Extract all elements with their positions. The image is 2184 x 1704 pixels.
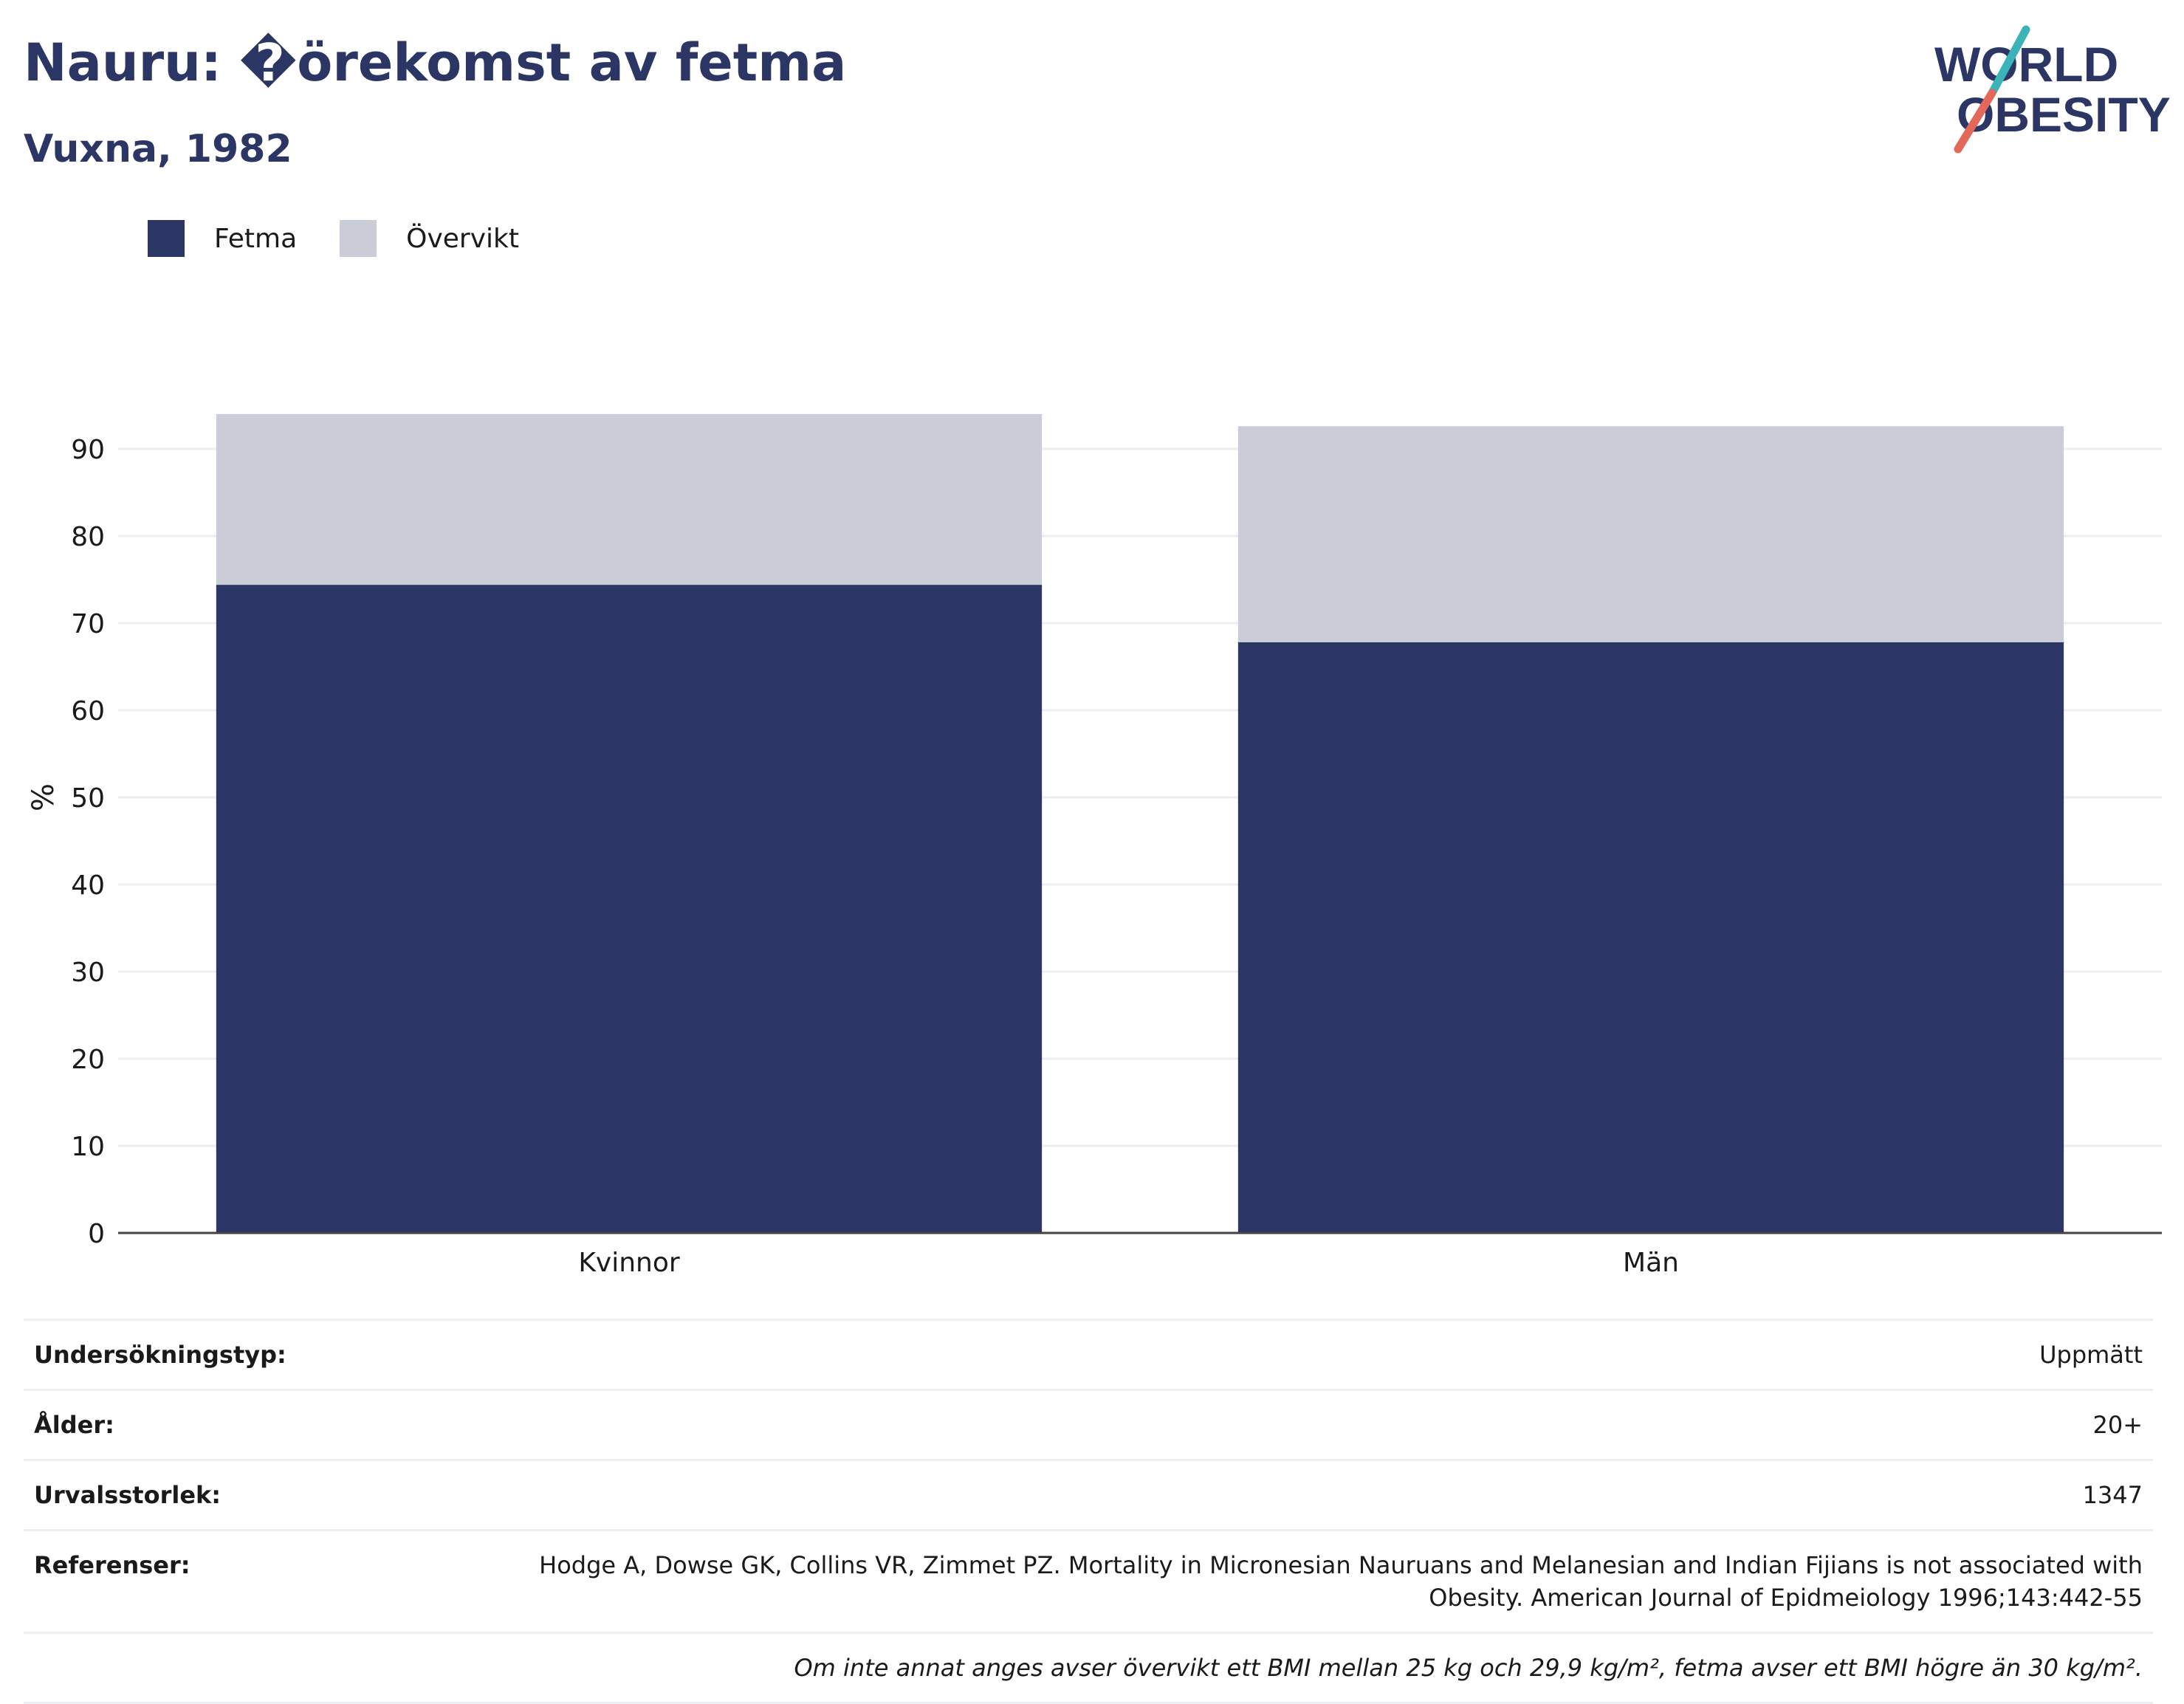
- y-tick-label: 10: [71, 1132, 105, 1162]
- x-tick-label: Män: [1623, 1248, 1679, 1278]
- y-tick-label: 40: [71, 870, 105, 901]
- bar-overweight-1: [1237, 426, 2064, 642]
- logo-slash-top: [1988, 25, 2030, 97]
- info-row-references: Referenser: Hodge A, Dowse GK, Collins V…: [24, 1531, 2153, 1634]
- survey-info-table: Undersökningstyp: Uppmätt Ålder: 20+ Urv…: [24, 1319, 2153, 1704]
- logo-line-1: WORLD: [1934, 37, 2118, 92]
- x-tick-label: Kvinnor: [578, 1248, 680, 1278]
- legend-label-obesity: Fetma: [214, 223, 298, 254]
- bar-obesity-0: [216, 585, 1043, 1233]
- y-tick-label: 20: [71, 1045, 105, 1075]
- world-obesity-logo: WORLD OBESITY: [1934, 25, 2171, 154]
- legend-item-obesity[interactable]: Fetma: [148, 220, 297, 257]
- sample-size-value: 1347: [2082, 1481, 2143, 1509]
- bar-obesity-1: [1237, 642, 2064, 1233]
- y-tick-label: 50: [71, 783, 105, 814]
- legend-label-overweight: Övervikt: [406, 223, 519, 254]
- y-tick-label: 70: [71, 609, 105, 639]
- age-label: Ålder:: [34, 1411, 114, 1439]
- age-value: 20+: [2092, 1411, 2143, 1439]
- y-tick-label: 80: [71, 522, 105, 552]
- logo-slash-bottom: [1954, 89, 1996, 154]
- info-row-age: Ålder: 20+: [24, 1391, 2153, 1461]
- y-tick-label: 0: [88, 1219, 105, 1249]
- references-value: Hodge A, Dowse GK, Collins VR, Zimmet PZ…: [539, 1551, 2143, 1612]
- y-axis-title: %: [27, 783, 61, 811]
- legend-item-overweight[interactable]: Övervikt: [340, 220, 519, 257]
- chart-legend: Fetma Övervikt: [148, 220, 562, 257]
- info-row-footnote: Om inte annat anges avser övervikt ett B…: [24, 1634, 2153, 1704]
- definition-footnote: Om inte annat anges avser övervikt ett B…: [794, 1654, 2143, 1682]
- legend-swatch-obesity: [148, 220, 185, 257]
- survey-type-value: Uppmätt: [2039, 1341, 2143, 1369]
- sample-size-label: Urvalsstorlek:: [34, 1481, 222, 1509]
- y-tick-label: 90: [71, 435, 105, 465]
- references-label: Referenser:: [34, 1551, 190, 1579]
- y-tick-label: 30: [71, 958, 105, 988]
- legend-swatch-overweight: [340, 220, 377, 257]
- survey-type-label: Undersökningstyp:: [34, 1341, 286, 1369]
- info-row-survey-type: Undersökningstyp: Uppmätt: [24, 1321, 2153, 1391]
- stacked-bar-chart: 0 10 20 30 40 50 60 70 80 90% Kvinnor Män: [27, 413, 2162, 1278]
- y-tick-label: 60: [71, 696, 105, 726]
- page-subtitle: Vuxna, 1982: [24, 127, 292, 171]
- info-row-sample-size: Urvalsstorlek: 1347: [24, 1461, 2153, 1531]
- page-title: Nauru: �örekomst av fetma: [24, 32, 847, 93]
- bar-overweight-0: [216, 413, 1043, 585]
